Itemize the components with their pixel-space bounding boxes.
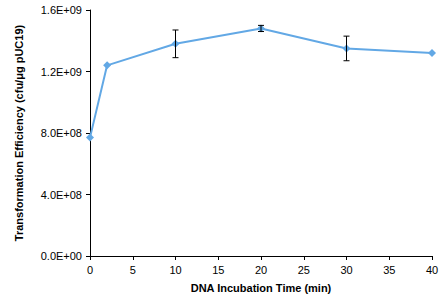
svg-text:DNA Incubation Time (min): DNA Incubation Time (min) (191, 282, 332, 294)
svg-text:Transformation Efficiency (cfu: Transformation Efficiency (cfu/μg pUC19) (13, 24, 25, 241)
svg-text:5: 5 (130, 264, 136, 276)
svg-text:25: 25 (298, 264, 310, 276)
svg-text:10: 10 (169, 264, 181, 276)
svg-text:0.0E+00: 0.0E+00 (41, 250, 82, 262)
svg-text:40: 40 (426, 264, 438, 276)
svg-text:35: 35 (383, 264, 395, 276)
svg-text:8.0E+08: 8.0E+08 (41, 127, 82, 139)
svg-text:15: 15 (212, 264, 224, 276)
svg-text:30: 30 (340, 264, 352, 276)
svg-text:4.0E+08: 4.0E+08 (41, 189, 82, 201)
svg-text:0: 0 (87, 264, 93, 276)
svg-text:20: 20 (255, 264, 267, 276)
svg-text:1.6E+09: 1.6E+09 (41, 4, 82, 16)
svg-text:1.2E+09: 1.2E+09 (41, 66, 82, 78)
